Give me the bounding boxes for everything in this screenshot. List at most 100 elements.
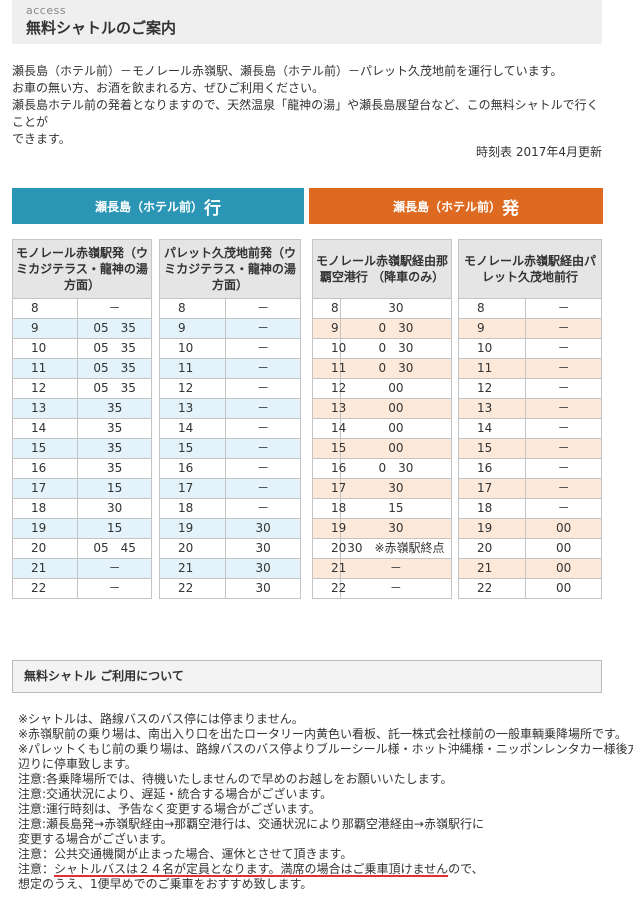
minutes-cell: － [225, 398, 301, 419]
hour-cell: 22 [158, 578, 227, 599]
hour-cell: 15 [158, 438, 227, 459]
intro-line: 瀬長島ホテル前の発着となりますので、天然温泉「龍神の湯」や瀬長島展望台など、この… [12, 98, 599, 129]
minutes-cell: － [339, 558, 453, 579]
table-row: 11 0 30 [312, 358, 453, 379]
table-row: 16 － [158, 458, 301, 479]
note-line: 辺りに停車致します。 [18, 757, 137, 771]
table-row: 12 00 [312, 378, 453, 399]
hour-cell: 18 [158, 498, 227, 519]
note-line: 注意:交通状況により、遅延・統合する場合がございます。 [18, 787, 333, 801]
minutes-cell: 30 [225, 578, 301, 599]
hour-cell: 14 [457, 418, 527, 439]
table-row: 18 － [457, 498, 602, 519]
page-title: 無料シャトルのご案内 [26, 19, 177, 37]
hour-cell: 16 [312, 458, 346, 479]
table-row: 18 15 [312, 498, 453, 519]
minutes-cell: － [525, 338, 602, 359]
table-row: 12 － [457, 378, 602, 399]
minutes-cell: － [225, 438, 301, 459]
table-row: 15 35 [11, 438, 152, 459]
table-row: 12 05 35 [11, 378, 152, 399]
hour-cell: 9 [158, 318, 227, 339]
minutes-cell: 00 [339, 418, 453, 439]
table-row: 12 － [158, 378, 301, 399]
minutes-cell: 35 [77, 398, 152, 419]
minutes-cell: － [525, 398, 602, 419]
timetable-header: モノレール赤嶺駅発（ウミカジテラス・龍神の湯方面） [12, 239, 152, 299]
minutes-cell: 0 30 [339, 458, 453, 479]
minutes-cell: － [525, 498, 602, 519]
minutes-cell: 00 [525, 578, 602, 599]
table-row: 13 － [158, 398, 301, 419]
table-row: 10 05 35 [11, 338, 152, 359]
table-row: 14 － [457, 418, 602, 439]
minutes-cell: － [77, 558, 152, 579]
hour-cell: 17 [11, 478, 79, 499]
direction-label: 瀬長島（ホテル前） [94, 199, 203, 214]
minutes-cell: － [77, 578, 152, 599]
table-row: 17 － [158, 478, 301, 499]
table-row: 8 － [11, 298, 152, 319]
hour-cell: 19 [11, 518, 79, 539]
hour-cell: 11 [312, 358, 346, 379]
table-row: 17 － [457, 478, 602, 499]
minutes-cell: 30 [77, 498, 152, 519]
direction-suffix: 行 [204, 198, 221, 219]
hour-cell: 17 [457, 478, 527, 499]
minutes-cell: 30 ※赤嶺駅終点 [339, 538, 453, 559]
minutes-cell: － [525, 298, 602, 319]
minutes-cell: 30 [339, 298, 453, 319]
minutes-cell: 30 [225, 558, 301, 579]
hour-cell: 9 [312, 318, 341, 339]
table-row: 19 00 [457, 518, 602, 539]
hour-cell: 22 [457, 578, 527, 599]
minutes-cell: 00 [339, 378, 453, 399]
table-row: 21 － [312, 558, 453, 579]
hour-cell: 15 [457, 438, 527, 459]
table-row: 21 30 [158, 558, 301, 579]
timetable-akamine-departure: モノレール赤嶺駅発（ウミカジテラス・龍神の湯方面） 8 － 9 05 35 10 05 3… [11, 239, 152, 599]
table-row: 21 00 [457, 558, 602, 579]
hour-cell: 15 [312, 438, 346, 459]
minutes-cell: 30 [225, 518, 301, 539]
hour-cell: 22 [312, 578, 346, 599]
hour-cell: 10 [312, 338, 346, 359]
minutes-cell: 05 35 [77, 358, 152, 379]
capacity-warning-underlined: シャトルバスは２４名が定員となります。満席の場合はご乗車頂けません [54, 862, 449, 876]
direction-suffix: 発 [502, 198, 519, 219]
hour-cell: 20 [158, 538, 227, 559]
note-line: 想定のうえ、1便早めでのご乗車をおすすめ致します。 [18, 877, 313, 891]
minutes-cell: 05 35 [77, 318, 152, 339]
note-suffix: ので、 [448, 862, 484, 876]
timetable-header: パレット久茂地前発（ウミカジテラス・龍神の湯方面） [159, 239, 301, 299]
table-row: 16 35 [11, 458, 152, 479]
minutes-cell: － [225, 378, 301, 399]
minutes-cell: － [225, 358, 301, 379]
timetable-palette-departure: パレット久茂地前発（ウミカジテラス・龍神の湯方面） 8 － 9 － 10 － 11 － 12 － 1… [158, 239, 301, 599]
minutes-cell: 05 45 [77, 538, 152, 559]
timetable-header: モノレール赤嶺駅経由那覇空港行 （降車のみ） [312, 239, 452, 299]
table-row: 22 30 [158, 578, 301, 599]
note-prefix: 注意： [18, 862, 55, 876]
hour-cell: 8 [457, 298, 527, 319]
table-row: 15 00 [312, 438, 453, 459]
table-row: 13 － [457, 398, 602, 419]
table-row: 20 00 [457, 538, 602, 559]
table-row: 13 35 [11, 398, 152, 419]
direction-to-hotel-bar: 瀬長島（ホテル前）行 [12, 188, 304, 224]
hour-cell: 12 [312, 378, 346, 399]
table-row: 20 05 45 [11, 538, 152, 559]
minutes-cell: 00 [525, 518, 602, 539]
timetable-to-airport: モノレール赤嶺駅経由那覇空港行 （降車のみ） 8 30 9 0 30 10 0 30 11 0… [312, 239, 453, 599]
table-row: 10 － [158, 338, 301, 359]
table-row: 17 30 [312, 478, 453, 499]
table-row: 8 － [158, 298, 301, 319]
hour-cell: 17 [158, 478, 227, 499]
note-line: ※赤嶺駅前の乗り場は、南出入り口を出たロータリー内黄色い看板、託一株式会社様前の… [18, 727, 627, 741]
table-row: 14 － [158, 418, 301, 439]
note-capacity: 注意：シャトルバスは２４名が定員となります。満席の場合はご乗車頂けませんので、 [18, 862, 608, 877]
hour-cell: 16 [457, 458, 527, 479]
hour-cell: 11 [158, 358, 227, 379]
hour-cell: 11 [11, 358, 79, 379]
table-row: 16 － [457, 458, 602, 479]
